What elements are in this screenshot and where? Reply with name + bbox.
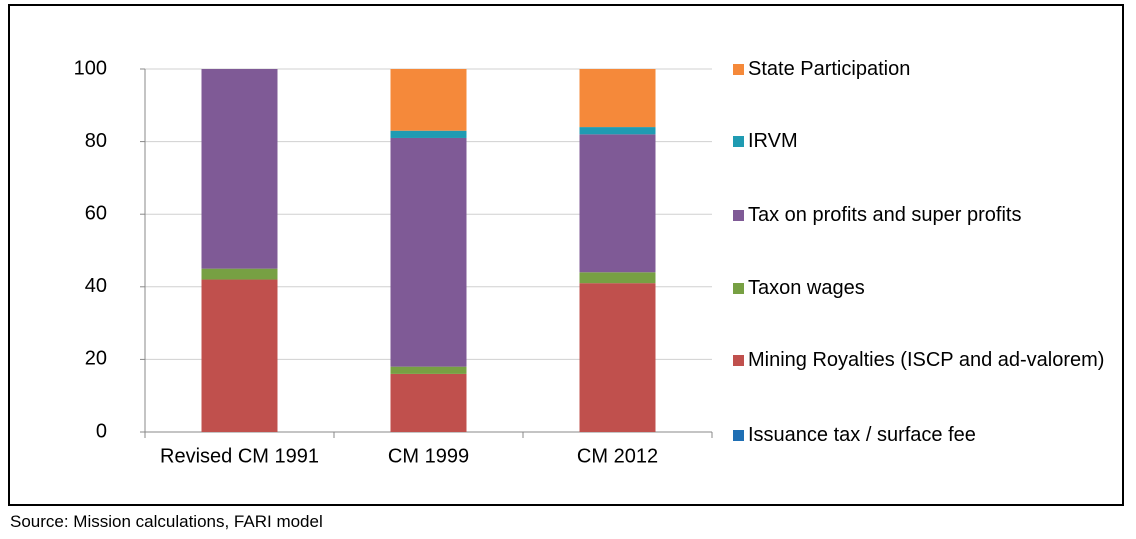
legend-swatch <box>733 136 744 147</box>
legend-entry: Tax on profits and super profits <box>733 203 1113 227</box>
bar-segment <box>390 69 467 131</box>
legend-label: IRVM <box>748 130 798 152</box>
legend-label: State Participation <box>748 58 911 80</box>
legend-swatch <box>733 64 744 75</box>
legend-entry: Issuance tax / surface fee <box>733 423 1113 447</box>
bar-segment <box>579 69 656 128</box>
bar-segment <box>579 127 656 135</box>
bar-segment <box>201 69 278 269</box>
x-tick-label: CM 1999 <box>388 445 469 467</box>
y-tick-label: 80 <box>85 130 107 152</box>
legend-swatch <box>733 355 744 366</box>
legend-swatch <box>733 210 744 221</box>
legend-label: Mining Royalties (ISCP and ad-valorem) <box>748 349 1105 371</box>
y-tick-label: 0 <box>96 420 107 442</box>
x-tick-label: Revised CM 1991 <box>160 445 319 467</box>
bar-segment <box>579 272 656 284</box>
y-tick-label: 60 <box>85 202 107 224</box>
source-note: Source: Mission calculations, FARI model <box>10 512 323 531</box>
y-tick-label: 40 <box>85 275 107 297</box>
bar-segment <box>579 283 656 432</box>
bar-segment <box>579 134 656 273</box>
legend-entry: Taxon wages <box>733 276 1113 300</box>
legend-label: Tax on profits and super profits <box>748 204 1022 226</box>
legend-swatch <box>733 283 744 294</box>
chart-frame <box>8 4 1124 506</box>
legend-entry: Mining Royalties (ISCP and ad-valorem) <box>733 348 1113 372</box>
legend-swatch <box>733 430 744 441</box>
legend-entry: State Participation <box>733 57 1113 81</box>
bar-segment <box>201 268 278 280</box>
x-tick-label: CM 2012 <box>577 445 658 467</box>
bar-segment <box>390 130 467 138</box>
bar-segment <box>201 279 278 432</box>
legend-label: Taxon wages <box>748 277 865 299</box>
bar-segment <box>390 373 467 432</box>
bar-segment <box>390 366 467 374</box>
y-tick-label: 100 <box>74 57 107 79</box>
legend-label: Issuance tax / surface fee <box>748 424 976 446</box>
legend-entry: IRVM <box>733 129 1113 153</box>
bar-segment <box>390 137 467 367</box>
y-tick-label: 20 <box>85 348 107 370</box>
